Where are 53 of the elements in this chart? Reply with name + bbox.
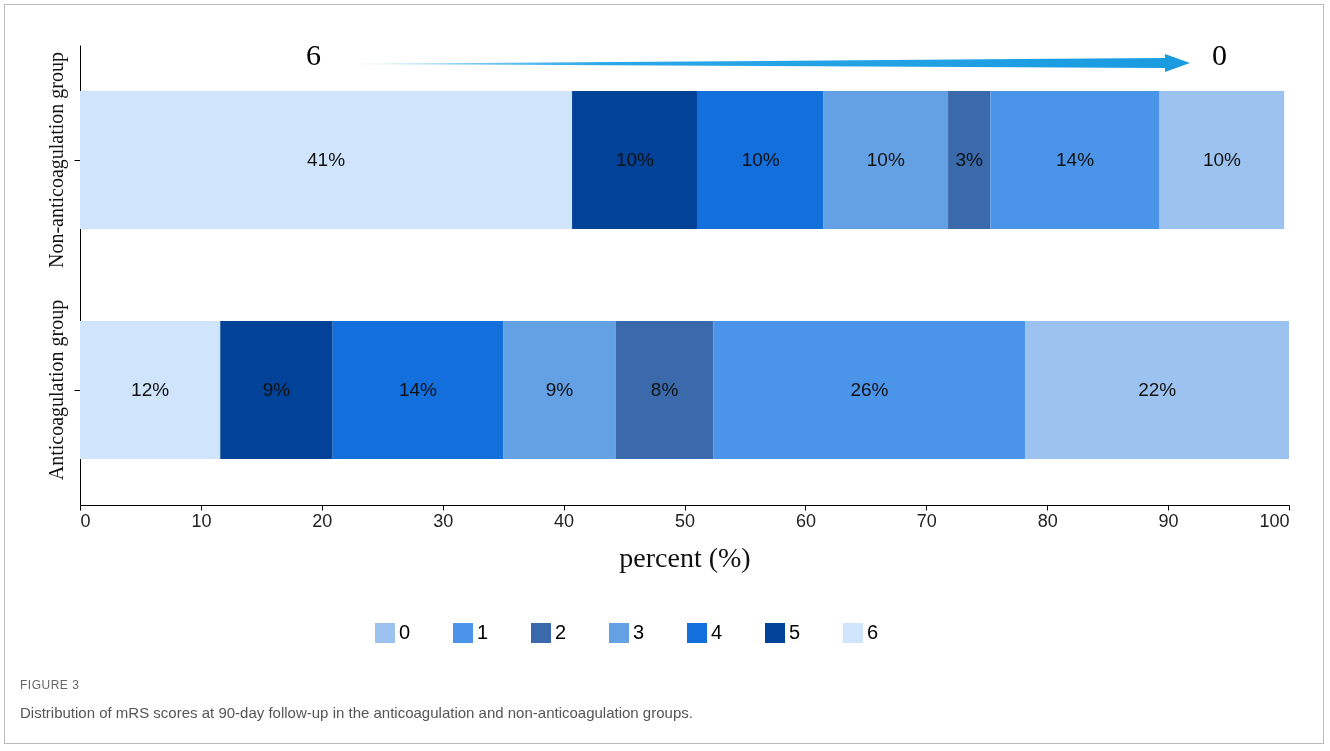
data-label: 14% bbox=[398, 379, 438, 400]
y-tick-label: Non-anticoagulation group bbox=[44, 51, 68, 269]
legend-label: 6 bbox=[867, 621, 879, 643]
data-label: 8% bbox=[650, 379, 679, 400]
x-tick-label: 20 bbox=[312, 510, 333, 531]
bar bbox=[713, 321, 1026, 459]
data-label: 12% bbox=[131, 379, 170, 400]
legend-label: 4 bbox=[711, 621, 723, 643]
legend-label: 2 bbox=[555, 621, 567, 643]
bar bbox=[332, 321, 504, 459]
x-tick-label: 60 bbox=[795, 510, 816, 531]
x-axis-title: percent (%) bbox=[619, 541, 751, 573]
caption: FIGURE 3 bbox=[20, 678, 80, 692]
data-label: 10% bbox=[741, 149, 780, 170]
data-label: 9% bbox=[262, 379, 291, 400]
bar bbox=[823, 91, 949, 229]
x-tick-label: 0 bbox=[80, 510, 91, 531]
legend-label: 5 bbox=[789, 621, 801, 643]
legend-label: 0 bbox=[399, 621, 411, 643]
bar bbox=[572, 91, 698, 229]
data-label: 22% bbox=[1138, 379, 1177, 400]
x-tick-label: 40 bbox=[554, 510, 575, 531]
data-label: 14% bbox=[1055, 149, 1095, 170]
bar bbox=[697, 91, 824, 229]
bar bbox=[1159, 91, 1285, 229]
data-label: 3% bbox=[955, 149, 984, 170]
x-tick-label: 80 bbox=[1037, 510, 1058, 531]
y-tick-label: Anticoagulation group bbox=[44, 299, 68, 481]
bar bbox=[80, 91, 573, 229]
bar bbox=[990, 91, 1160, 229]
x-tick-label: 30 bbox=[433, 510, 454, 531]
legend-label: 1 bbox=[477, 621, 489, 643]
x-tick-label: 90 bbox=[1158, 510, 1179, 531]
bar bbox=[615, 321, 714, 459]
annotation: 6 bbox=[306, 38, 321, 72]
data-label: 9% bbox=[545, 379, 574, 400]
text: Distribution of mRS scores at 90-day follow-up in the anticoagulation and non-anticoagulation groups. bbox=[20, 704, 693, 721]
annotation: 0 bbox=[1212, 38, 1227, 72]
bar bbox=[948, 91, 991, 229]
x-tick-label: 50 bbox=[674, 510, 696, 531]
data-label: 41% bbox=[307, 149, 346, 170]
bar bbox=[1025, 321, 1289, 459]
data-label: 26% bbox=[850, 379, 889, 400]
bar bbox=[503, 321, 616, 459]
data-label: 10% bbox=[1202, 149, 1242, 170]
x-tick-label: 10 bbox=[191, 510, 212, 531]
bar bbox=[220, 321, 333, 459]
bar bbox=[80, 321, 221, 459]
legend-label: 3 bbox=[633, 621, 645, 643]
x-tick-label: 70 bbox=[916, 510, 937, 531]
data-label: 10% bbox=[866, 149, 905, 170]
x-tick-label: 100 bbox=[1259, 510, 1290, 531]
data-label: 10% bbox=[615, 149, 655, 170]
